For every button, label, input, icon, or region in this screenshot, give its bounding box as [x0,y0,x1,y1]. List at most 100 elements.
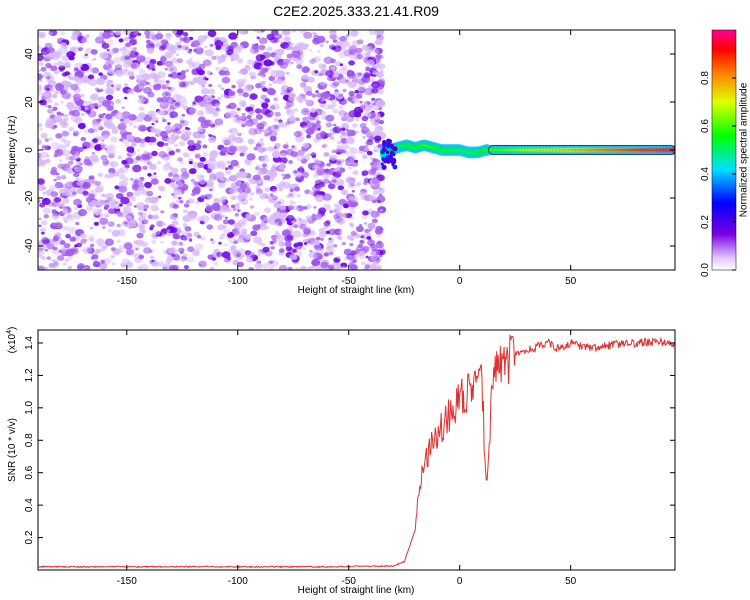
noise-speckle [367,232,372,236]
noise-speckle [44,249,48,252]
noise-speckle [102,226,106,229]
noise-speckle [52,246,58,251]
noise-speckle [228,90,235,97]
noise-speckle [371,255,379,261]
noise-speckle [158,195,162,198]
noise-speckle [60,31,66,36]
noise-speckle [41,231,45,235]
x-tick-label: -50 [342,276,357,287]
noise-speckle [291,220,296,224]
noise-speckle [341,116,347,122]
noise-speckle [309,59,316,64]
noise-speckle [316,160,322,164]
noise-speckle [137,32,142,37]
noise-speckle [60,213,64,217]
noise-speckle [176,58,183,64]
noise-speckle [200,236,206,241]
noise-speckle [316,35,326,44]
noise-speckle [256,122,265,130]
noise-speckle [104,238,114,246]
noise-speckle [214,118,224,126]
noise-speckle [246,153,256,161]
noise-speckle [307,76,315,83]
noise-speckle [326,162,332,167]
noise-speckle [78,209,87,217]
noise-speckle [364,264,371,270]
noise-speckle [102,34,108,39]
noise-speckle [241,240,245,244]
noise-speckle [58,41,62,44]
noise-speckle [306,134,312,139]
noise-speckle [211,257,217,261]
noise-speckle [55,172,60,176]
noise-speckle [204,45,208,48]
noise-speckle [40,228,44,232]
noise-speckle [324,90,331,96]
noise-speckle [87,103,96,110]
noise-speckle [67,226,77,234]
noise-speckle [72,52,76,56]
noise-speckle [108,208,116,215]
noise-speckle [38,265,46,270]
noise-speckle [355,251,359,255]
noise-speckle [149,33,157,40]
noise-speckle [315,90,319,93]
noise-speckle [119,138,124,142]
noise-speckle [50,191,59,198]
noise-speckle [221,251,231,259]
noise-speckle [309,190,315,195]
noise-speckle [89,243,95,248]
noise-speckle [357,39,364,45]
noise-speckle [177,157,183,162]
noise-speckle [170,253,176,257]
noise-speckle [225,39,229,42]
noise-speckle [377,187,386,194]
noise-speckle [313,252,323,261]
noise-speckle [343,203,349,209]
noise-speckle [93,129,98,133]
noise-speckle [38,164,41,167]
noise-speckle [40,66,47,72]
noise-speckle [189,239,193,242]
noise-speckle [202,59,212,67]
noise-speckle [254,211,260,216]
noise-speckle [107,48,114,54]
noise-speckle [42,192,46,195]
noise-speckle [178,247,185,253]
noise-speckle [100,246,106,252]
noise-speckle [361,170,369,176]
noise-speckle [274,111,281,117]
noise-speckle [111,262,116,266]
transition-blob [387,145,390,149]
noise-speckle [275,78,283,85]
transition-blob [384,143,388,147]
noise-speckle [123,36,130,42]
noise-speckle [194,243,204,251]
noise-speckle [91,151,96,155]
noise-speckle [236,253,241,258]
noise-speckle [104,204,110,209]
noise-speckle [143,86,152,95]
noise-speckle [70,34,79,41]
noise-speckle [270,69,280,78]
noise-speckle [234,213,240,217]
noise-speckle [280,162,285,165]
noise-speckle [56,118,60,122]
noise-speckle [339,93,344,97]
noise-speckle [239,101,247,108]
noise-speckle [301,136,306,140]
noise-speckle [157,109,166,116]
noise-speckle [88,175,95,181]
noise-speckle [138,211,143,216]
noise-speckle [373,120,380,126]
noise-speckle [366,236,372,240]
y-tick-label: -20 [24,190,35,205]
noise-speckle [357,72,363,76]
noise-speckle [333,168,338,173]
noise-speckle [179,80,189,88]
noise-speckle [240,115,247,121]
noise-speckle [44,266,49,270]
noise-speckle [187,144,196,152]
noise-speckle [164,161,171,167]
noise-speckle [188,161,193,165]
